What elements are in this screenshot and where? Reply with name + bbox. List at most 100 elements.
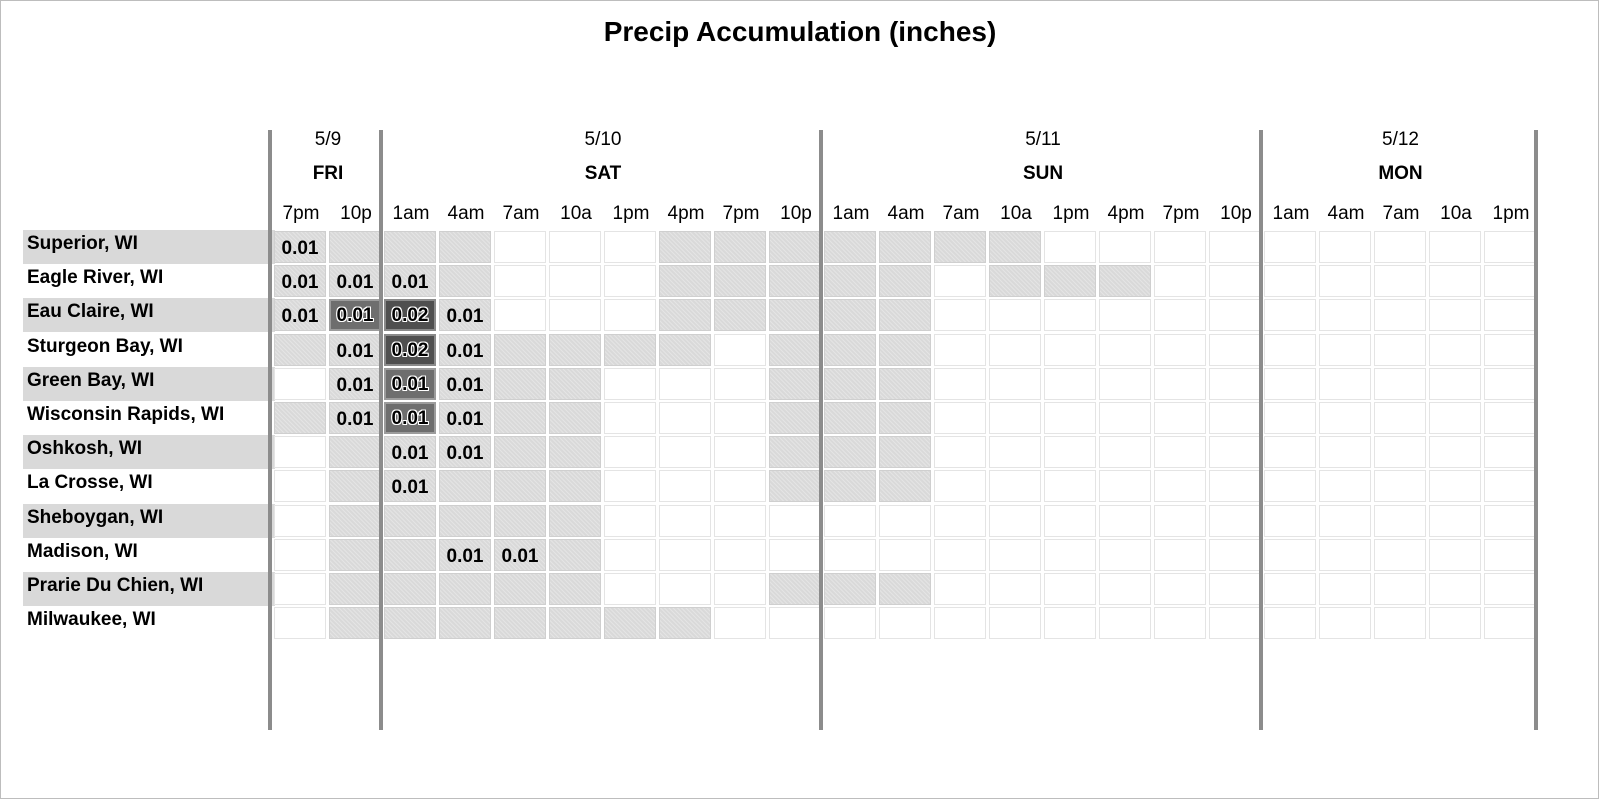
day-divider <box>1259 130 1263 730</box>
city-label: Superior, WI <box>27 233 138 254</box>
heatmap-cell <box>769 333 821 366</box>
heatmap-cell <box>659 367 711 400</box>
heatmap-cell <box>934 402 986 434</box>
heatmap-cell <box>494 367 546 400</box>
heatmap-cell <box>1099 231 1151 263</box>
heatmap-cell <box>1319 504 1371 537</box>
heatmap-cell <box>1319 573 1371 605</box>
heatmap-cell <box>329 470 381 503</box>
city-label: Eau Claire, WI <box>27 301 154 323</box>
cell-value: 0.01 <box>391 443 429 465</box>
heatmap-cell <box>494 299 546 332</box>
heatmap-cell <box>1484 504 1536 537</box>
heatmap-cell <box>329 573 381 605</box>
heatmap-cell <box>329 538 381 571</box>
heatmap-cell <box>879 333 931 366</box>
row-label-band: Sheboygan, WI <box>23 503 275 538</box>
heatmap-cell <box>714 436 766 469</box>
heatmap-cell <box>1319 265 1371 298</box>
heatmap-cell <box>714 504 766 537</box>
heatmap-cell <box>934 607 986 640</box>
heatmap-cell <box>1319 333 1371 366</box>
heatmap-cell <box>604 470 656 503</box>
heatmap-cell <box>989 573 1041 605</box>
heatmap-cell <box>1154 538 1206 571</box>
heatmap-cell <box>659 538 711 571</box>
heatmap-cell <box>1154 265 1206 298</box>
heatmap-cell: 0.01 <box>329 265 381 298</box>
time-label: 1pm <box>1492 203 1530 224</box>
heatmap-cell <box>1044 231 1096 263</box>
heatmap-cell <box>659 573 711 605</box>
heatmap-cell <box>549 265 601 298</box>
day-label: SAT <box>584 163 622 184</box>
heatmap-cell <box>1484 573 1536 605</box>
heatmap-cell <box>824 436 876 469</box>
cell-value: 0.01 <box>281 238 319 259</box>
cell-value: 0.01 <box>336 340 374 362</box>
day-label: FRI <box>312 163 344 184</box>
heatmap-cell <box>1429 231 1481 263</box>
heatmap-cell <box>1484 436 1536 469</box>
heatmap-cell <box>659 436 711 469</box>
heatmap-cell <box>1484 367 1536 400</box>
heatmap-cell <box>1044 504 1096 537</box>
heatmap-cell <box>1429 299 1481 332</box>
heatmap-cell <box>604 402 656 434</box>
heatmap-cell <box>989 333 1041 366</box>
heatmap-cell <box>1374 504 1426 537</box>
heatmap-cell <box>989 504 1041 537</box>
heatmap-cell <box>1319 538 1371 571</box>
day-divider <box>268 130 272 730</box>
heatmap-cell <box>714 231 766 263</box>
heatmap-cell <box>604 333 656 366</box>
heatmap-cell <box>769 402 821 434</box>
heatmap-cell <box>439 231 491 263</box>
heatmap-cell <box>659 333 711 366</box>
heatmap-cell <box>879 573 931 605</box>
heatmap-cell <box>1374 607 1426 640</box>
heatmap-cell <box>1264 436 1316 469</box>
heatmap-cell: 0.01 <box>439 402 491 434</box>
heatmap-cell <box>494 265 546 298</box>
heatmap-cell: 0.01 <box>274 299 326 332</box>
heatmap-cell <box>494 470 546 503</box>
time-label: 1pm <box>1052 203 1090 224</box>
day-divider <box>819 130 823 730</box>
cell-value: 0.01 <box>336 305 374 327</box>
date-label: 5/10 <box>584 129 622 150</box>
heatmap-cell <box>989 402 1041 434</box>
cell-value: 0.01 <box>446 340 484 362</box>
row-label-band: Wisconsin Rapids, WI <box>23 401 275 435</box>
heatmap-cell <box>1374 299 1426 332</box>
row-label-band: Eau Claire, WI <box>23 298 275 333</box>
heatmap-cell <box>659 299 711 332</box>
heatmap-cell <box>1044 538 1096 571</box>
day-divider <box>1534 130 1538 730</box>
heatmap-cell <box>1264 538 1316 571</box>
heatmap-cell <box>604 231 656 263</box>
heatmap-cell <box>274 470 326 503</box>
row-label-band: Madison, WI <box>23 538 275 572</box>
heatmap-cell <box>1484 333 1536 366</box>
heatmap-cell <box>769 607 821 640</box>
time-label: 1am <box>832 203 870 224</box>
heatmap-cell <box>1099 367 1151 400</box>
heatmap-cell <box>1484 607 1536 640</box>
heatmap-cell <box>824 299 876 332</box>
row-label-band: Oshkosh, WI <box>23 435 275 470</box>
heatmap-cell: 0.01 <box>439 299 491 332</box>
heatmap-cell <box>1154 299 1206 332</box>
heatmap-cell <box>769 299 821 332</box>
heatmap-cell <box>879 299 931 332</box>
time-label: 7pm <box>722 203 760 224</box>
heatmap-cell <box>1044 470 1096 503</box>
heatmap-cell <box>824 231 876 263</box>
heatmap-cell <box>934 504 986 537</box>
date-label: 5/11 <box>1025 129 1061 150</box>
heatmap-cell <box>1429 470 1481 503</box>
heatmap-cell <box>1374 573 1426 605</box>
heatmap-cell <box>659 504 711 537</box>
heatmap-cell: 0.01 <box>384 470 436 503</box>
heatmap-cell <box>1209 436 1261 469</box>
